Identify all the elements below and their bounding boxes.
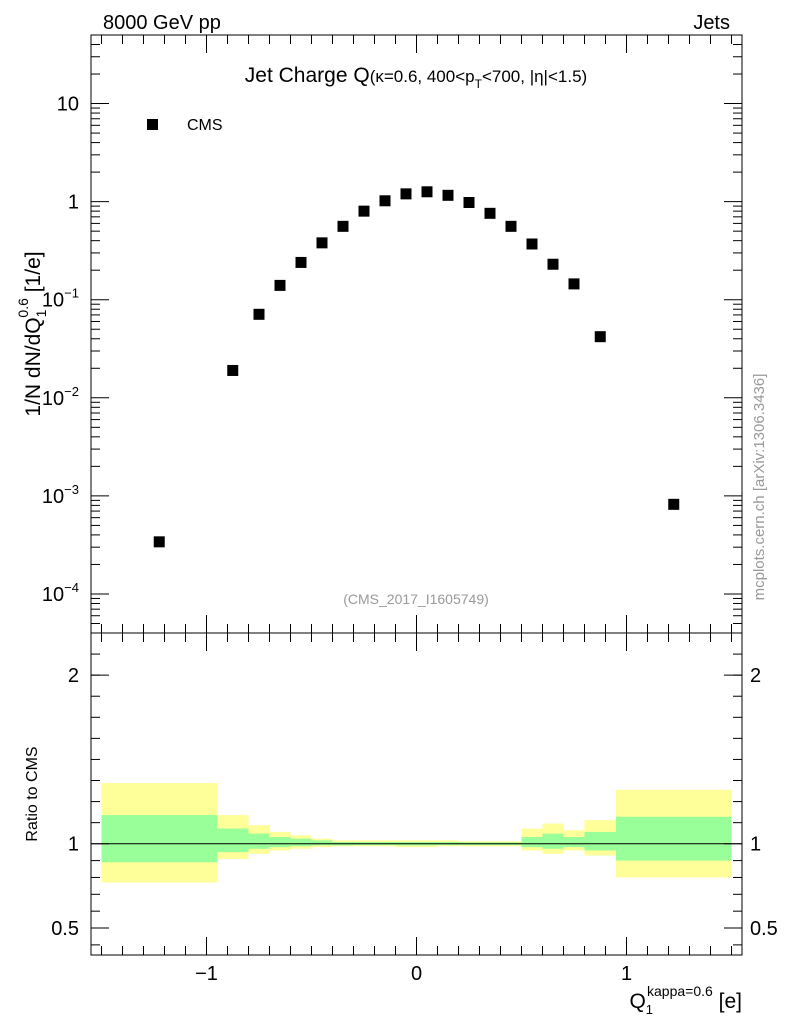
ratio-inner-band: [542, 833, 564, 849]
ratio-inner-band: [101, 815, 217, 863]
ratio-y-tick-label-left: 1: [68, 834, 79, 856]
main-y-tick-label: 10−3: [42, 482, 79, 508]
cms-data-point: [594, 331, 606, 343]
main-axis-ticks: [91, 34, 742, 634]
ylabel-sub: 1: [33, 309, 49, 317]
ratio-inner-band: [584, 831, 616, 851]
ratio-y-tick-label-left: 0.5: [51, 918, 79, 940]
title-detail-b: <700, |η|<1.5): [482, 67, 587, 86]
xlabel-b: [e]: [713, 990, 742, 1013]
ratio-inner-band: [311, 840, 333, 846]
ratio-inner-band: [217, 828, 249, 853]
cms-data-point: [484, 207, 496, 219]
xlabel-sup: kappa=0.6: [647, 983, 713, 999]
main-y-tick-label: 10−2: [42, 384, 79, 410]
cms-data-point: [505, 220, 517, 232]
ratio-uncertainty-bands: [101, 783, 732, 883]
energy-label: 8000 GeV pp: [103, 12, 221, 34]
cms-data-point: [400, 188, 412, 200]
x-axis-label: Q1 kappa=0.6 [e]: [629, 983, 742, 1017]
cms-data-point: [295, 256, 307, 268]
ratio-inner-band: [563, 836, 585, 848]
ratio-y-tick-label-right: 2: [750, 665, 761, 687]
ratio-y-tick-label-right: 0.5: [750, 918, 778, 940]
cms-data-point: [358, 205, 370, 217]
title-detail-a: (κ=0.6, 400<p: [370, 67, 475, 86]
main-y-tick-label: 1: [68, 192, 79, 214]
ratio-y-tick-label-left: 2: [68, 665, 79, 687]
x-tick-labels: −1 0 1: [195, 963, 632, 985]
xlabel-a: Q: [629, 990, 645, 1013]
category-label: Jets: [693, 12, 730, 34]
cms-data-points: [153, 186, 680, 548]
ylabel-sup: 0.6: [15, 298, 31, 318]
main-y-tick-label: 10−4: [42, 580, 79, 606]
ratio-axis-ticks: [91, 633, 742, 955]
ratio-plot-panel: 0.5 0.51 12 2 −1 0 1 Ratio to CMS Q1kappa=0.6…: [24, 632, 778, 1017]
ratio-inner-band: [616, 816, 732, 861]
main-y-axis-label: 1/N dN/dQ10.6 [1/e]: [15, 251, 49, 416]
ratio-inner-band: [290, 838, 312, 847]
side-credit: mcplots.cern.ch [arXiv:1306.3436]: [751, 374, 768, 601]
cms-data-point: [526, 238, 538, 250]
ratio-inner-band: [269, 836, 291, 848]
cms-data-point: [274, 279, 286, 291]
ratio-y-axis-label: Ratio to CMS: [24, 746, 41, 841]
ylabel-b: [1/e]: [22, 251, 45, 298]
cms-data-point: [227, 364, 239, 376]
analysis-id: (CMS_2017_I1605749): [343, 591, 489, 607]
main-y-tick-labels: 10−4 10−3 10−2 10−1 1 10: [42, 94, 79, 606]
main-y-tick-label: 10: [57, 94, 79, 116]
ratio-inner-band: [521, 836, 543, 848]
cms-data-point: [463, 196, 475, 208]
cms-data-point: [153, 536, 165, 548]
cms-data-point: [316, 237, 328, 249]
plot-title: Jet Charge Q(κ=0.6, 400<pT<700, |η|<1.5): [245, 64, 587, 91]
ratio-y-tick-labels: 0.5 0.5 1 1 2 2: [51, 665, 778, 940]
cms-data-point: [668, 498, 680, 510]
cms-data-point: [421, 186, 433, 198]
cms-data-point: [568, 278, 580, 290]
cms-data-point: [379, 195, 391, 207]
ratio-inner-band: [248, 833, 270, 849]
title-main: Jet Charge Q: [245, 64, 370, 87]
x-tick-label: −1: [195, 963, 218, 985]
x-tick-label: 0: [411, 963, 422, 985]
cms-data-point: [337, 220, 349, 232]
main-y-tick-label: 10−1: [42, 286, 79, 312]
ylabel-a: 1/N dN/dQ: [22, 317, 45, 416]
legend-marker-cms: [147, 119, 158, 130]
cms-data-point: [442, 189, 454, 201]
ratio-y-tick-label-right: 1: [750, 834, 761, 856]
x-tick-label: 1: [621, 963, 632, 985]
cms-data-point: [253, 308, 265, 320]
legend-label-cms: CMS: [187, 117, 223, 134]
cms-data-point: [547, 258, 559, 270]
title-detail-sub: T: [475, 77, 483, 91]
xlabel-sub: 1: [646, 1002, 653, 1017]
